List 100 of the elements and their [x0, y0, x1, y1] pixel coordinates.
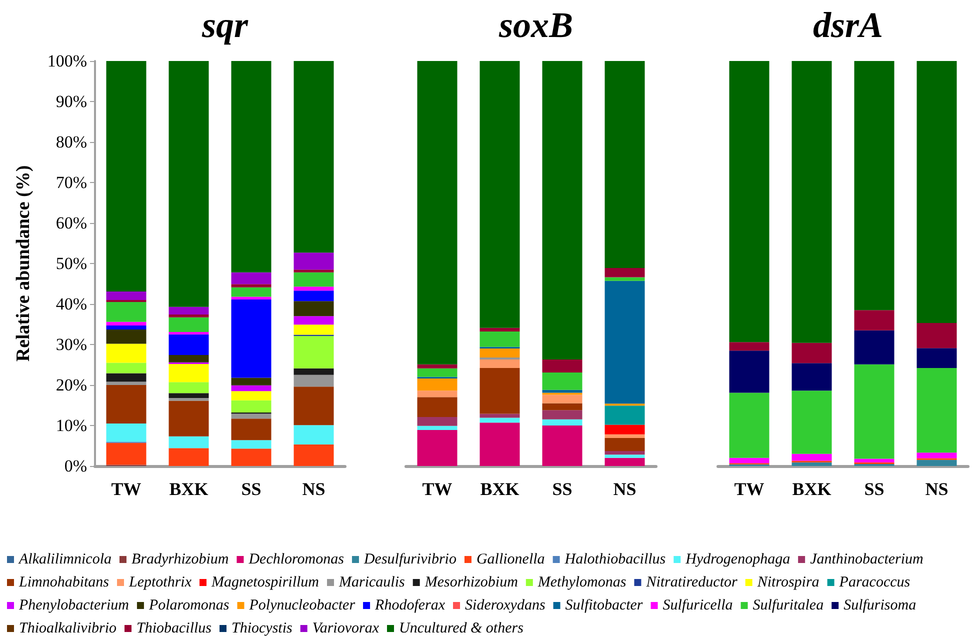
bar: [542, 394, 582, 404]
bar: [231, 448, 272, 466]
bar: [294, 374, 334, 387]
y-axis-title: Relative abundance (%): [13, 165, 34, 362]
bar: [231, 296, 272, 300]
bar: [542, 61, 582, 360]
bar: [417, 368, 458, 377]
bar: [106, 382, 146, 385]
bar: [231, 300, 272, 378]
bar: [480, 61, 520, 328]
x-tick-label: BXK: [169, 479, 208, 499]
bar: [294, 61, 334, 253]
bar: [106, 423, 146, 442]
bar: [604, 454, 645, 458]
bar: [294, 286, 334, 291]
bar: [604, 268, 645, 278]
bar: [294, 324, 334, 335]
bar: [417, 378, 458, 391]
bar: [168, 436, 209, 448]
bar: [542, 426, 582, 466]
bar: [792, 390, 832, 454]
legend-label: Mesorhizobium: [424, 574, 518, 590]
bar: [480, 418, 520, 423]
bar: [294, 368, 334, 375]
legend-label: Dechloromonas: [248, 552, 344, 568]
legend-label: Nitrospira: [756, 574, 820, 590]
bar: [542, 419, 582, 426]
bar: [916, 368, 957, 453]
bar: [854, 61, 894, 310]
x-tick-label: BXK: [792, 479, 832, 499]
bar: [417, 416, 458, 426]
bar: [168, 317, 209, 332]
bar: [231, 284, 272, 288]
legend-label: Halothiobacillus: [564, 552, 666, 568]
bar: [168, 334, 209, 356]
bar: [729, 458, 770, 464]
bar: [792, 454, 832, 461]
legend-label: Desulfurivibrio: [362, 552, 457, 568]
y-tick-label: 60%: [56, 214, 87, 232]
bar: [792, 363, 832, 391]
x-tick-label: BXK: [480, 479, 520, 499]
bar: [604, 280, 645, 404]
bar: [106, 344, 146, 363]
legend-label: Sulfurisoma: [844, 598, 916, 614]
bar: [294, 272, 334, 287]
bar: [168, 61, 209, 307]
bar: [294, 336, 334, 368]
bar: [916, 61, 957, 324]
bar: [168, 355, 209, 362]
bar: [294, 386, 334, 426]
x-tick-label: TW: [422, 479, 452, 499]
legend-label: Sulfitobacter: [565, 598, 643, 614]
y-tick-label: 90%: [56, 92, 87, 111]
legend-label: Janthinobacterium: [810, 552, 924, 568]
bar: [106, 362, 146, 374]
bar: [854, 310, 894, 330]
bar: [231, 414, 272, 419]
bar: [231, 418, 272, 440]
legend-label: Thiocystis: [232, 620, 293, 636]
bar: [729, 61, 770, 342]
legend-label: Hydrogenophaga: [684, 552, 790, 568]
bar: [604, 458, 645, 466]
bar: [854, 364, 894, 459]
legend-label: Sulfuricella: [662, 598, 733, 614]
bar: [231, 391, 272, 400]
x-tick-label: TW: [734, 479, 764, 499]
legend-label: Maricaulis: [338, 574, 405, 590]
bar: [916, 323, 957, 348]
chart-title: sqr: [200, 5, 249, 45]
bar: [294, 316, 334, 325]
bar: [417, 364, 458, 368]
legend-label: Polynucleobacter: [248, 598, 356, 614]
bar: [604, 434, 645, 438]
legend-label: Sideroxydans: [465, 598, 546, 614]
legend-label: Bradyrhizobium: [131, 552, 229, 568]
x-tick-label: NS: [302, 479, 326, 499]
bar: [417, 61, 458, 364]
bar: [106, 442, 146, 465]
bar: [542, 372, 582, 390]
bar: [542, 359, 582, 372]
bar: [792, 342, 832, 364]
bar: [480, 368, 520, 414]
y-tick-label: 100%: [47, 52, 87, 70]
bar: [480, 328, 520, 332]
bar: [294, 301, 334, 316]
y-tick-label: 50%: [56, 254, 87, 273]
bar: [604, 438, 645, 452]
bar: [854, 330, 894, 364]
bar: [231, 378, 272, 386]
bar: [106, 61, 146, 292]
legend-label: Limnohabitans: [18, 574, 110, 590]
bar: [729, 342, 770, 351]
bar: [480, 348, 520, 358]
bar: [294, 252, 334, 270]
bar: [604, 406, 645, 425]
bar: [106, 373, 146, 382]
bar: [480, 422, 520, 466]
bar: [417, 426, 458, 430]
bar: [231, 287, 272, 297]
bar: [168, 314, 209, 318]
